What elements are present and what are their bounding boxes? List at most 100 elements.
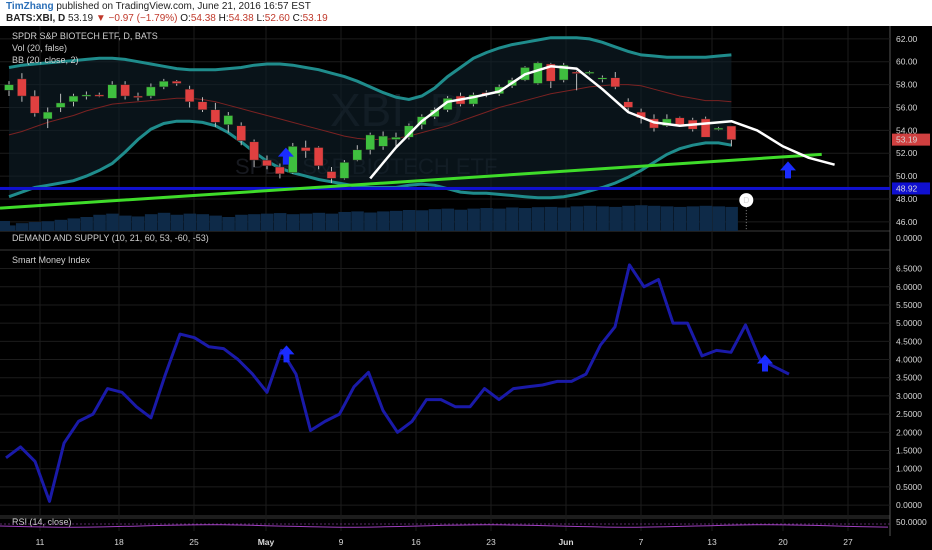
volume-bar — [660, 206, 674, 231]
volume-bar — [183, 213, 197, 231]
smart-money-title: Smart Money Index — [12, 255, 91, 265]
support-line — [0, 186, 890, 190]
volume-bar — [557, 207, 571, 231]
price-tick-label: 60.00 — [896, 57, 918, 67]
volume-bar — [493, 208, 506, 231]
volume-bar — [286, 214, 300, 231]
demand-supply-title: DEMAND AND SUPPLY (10, 21, 60, 53, -60, … — [12, 233, 209, 243]
smi-tick-label: 3.5000 — [896, 373, 922, 383]
demand-supply-tick: 0.0000 — [896, 233, 922, 243]
price-tick-label: 48.00 — [896, 194, 918, 204]
candle-body — [81, 94, 92, 97]
support-line-price: 48.92 — [896, 183, 918, 193]
candle-body — [300, 147, 311, 152]
dividend-marker-label: D — [743, 195, 749, 205]
smi-tick-label: 6.5000 — [896, 264, 922, 274]
down-triangle-icon: ▼ — [95, 13, 106, 24]
time-tick-label: 9 — [339, 537, 344, 547]
price-tick-label: 50.00 — [896, 171, 918, 181]
volume-bar — [273, 213, 287, 231]
candle-body — [429, 109, 440, 117]
up-arrow-icon — [277, 147, 294, 165]
demand-supply-pane: DEMAND AND SUPPLY (10, 21, 60, 53, -60, … — [12, 233, 922, 243]
close-value: 53.19 — [302, 13, 328, 24]
author-link[interactable]: TimZhang — [6, 1, 54, 12]
candle-body — [210, 109, 221, 123]
price-change: −0.97 (−1.79%) — [108, 13, 178, 24]
candle-body — [713, 127, 724, 130]
time-tick-label: 18 — [114, 537, 124, 547]
candle-body — [236, 125, 246, 141]
price-tick-label: 62.00 — [896, 34, 918, 44]
smi-tick-label: 4.5000 — [896, 336, 922, 346]
annotations: D — [0, 65, 890, 231]
volume-bar — [157, 212, 171, 231]
volume-bar — [170, 214, 184, 231]
volume-bar — [673, 206, 687, 231]
smi-tick-label: 6.0000 — [896, 282, 922, 292]
volume-bars — [0, 205, 738, 231]
price-tick-label: 56.00 — [896, 102, 918, 112]
trendline — [0, 152, 822, 210]
price-tick-label: 54.00 — [896, 125, 918, 135]
chart-canvas[interactable]: XBI, D SPDR S&P BIOTECH ETF D SPDR S&P B… — [0, 26, 932, 550]
smi-tick-label: 2.5000 — [896, 409, 922, 419]
candle-body — [546, 63, 556, 82]
up-arrow-icon — [278, 345, 295, 363]
candle-body — [4, 84, 14, 91]
volume-bar — [454, 209, 467, 231]
candle-body — [610, 77, 621, 88]
price-pane: XBI, D SPDR S&P BIOTECH ETF D SPDR S&P B… — [0, 31, 930, 231]
bb-upper-line — [8, 36, 732, 102]
volume-bar — [467, 208, 480, 231]
candle-body — [249, 141, 259, 161]
smi-tick-label: 0.5000 — [896, 482, 922, 492]
open-value: 54.38 — [190, 13, 216, 24]
up-arrow-icon — [780, 161, 796, 179]
candle-body — [313, 147, 324, 167]
volume-bar — [28, 222, 42, 231]
smi-tick-label: 1.0000 — [896, 464, 922, 474]
volume-bar — [725, 206, 738, 231]
candle-body — [184, 88, 195, 103]
smart-money-line — [5, 263, 790, 503]
candle-body — [197, 101, 208, 111]
smi-tick-label: 0.0000 — [896, 500, 922, 510]
volume-bar — [235, 214, 248, 231]
smi-tick-label: 4.0000 — [896, 355, 922, 365]
time-axis: 11 18 25 May 9 16 23 Jun 7 13 20 27 — [36, 537, 853, 547]
price-tick-label: 52.00 — [896, 148, 918, 158]
volume-bar — [570, 206, 584, 231]
open-label: O: — [180, 13, 191, 24]
candle-body — [120, 84, 130, 97]
volume-bar — [54, 219, 68, 231]
high-label: H: — [218, 13, 229, 24]
volume-bar — [196, 214, 209, 231]
volume-bar — [364, 212, 377, 231]
dividend-marker-icon — [739, 193, 754, 208]
candle-body — [339, 162, 350, 179]
volume-bar — [299, 213, 313, 231]
publish-info: TimZhang published on TradingView.com, J… — [6, 1, 311, 12]
smi-tick-label: 5.0000 — [896, 318, 922, 328]
candle-body — [352, 149, 363, 161]
candle-body — [365, 134, 375, 151]
smart-money-pane: Smart Money Index 6.5000 6.0000 5.5000 5.00… — [5, 255, 922, 510]
volume-bar — [106, 213, 119, 231]
candle-body — [262, 159, 272, 167]
volume-bar — [506, 207, 519, 231]
candle-body — [17, 78, 27, 97]
volume-bar — [312, 212, 326, 231]
time-tick-label: 25 — [189, 537, 199, 547]
rsi-title: RSI (14, close) — [12, 517, 72, 527]
candle-body — [94, 94, 105, 97]
candle-body — [726, 125, 737, 140]
candle-body — [700, 118, 711, 138]
legend-bb: BB (20, close, 2) — [12, 55, 79, 65]
volume-bar — [609, 206, 622, 231]
up-arrow-icon — [757, 354, 773, 372]
smi-tick-label: 1.5000 — [896, 446, 922, 456]
close-label: C: — [292, 13, 303, 24]
price-axis: 62.00 60.00 58.00 56.00 54.00 52.00 50.00 48.00… — [892, 34, 930, 227]
time-tick-label: Jun — [558, 537, 573, 547]
